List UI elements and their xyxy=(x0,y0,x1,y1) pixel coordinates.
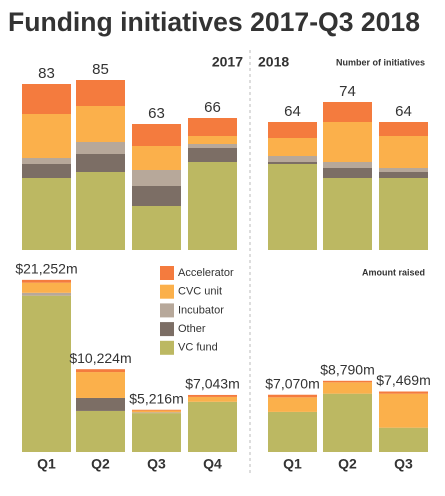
x-tick-label: Q2 xyxy=(91,456,110,472)
x-tick-label: Q4 xyxy=(203,456,222,472)
bar-segment xyxy=(22,164,71,178)
total-label: $7,469m xyxy=(376,372,430,388)
total-label: $7,070m xyxy=(265,375,319,391)
x-tick-label: Q1 xyxy=(283,456,302,472)
bar-segment xyxy=(132,413,181,452)
bar-segment xyxy=(323,382,372,394)
bar-segment xyxy=(268,162,317,164)
bar-segment xyxy=(76,369,125,373)
bar-segment xyxy=(76,172,125,250)
bar-segment xyxy=(132,412,181,414)
bar-segment xyxy=(379,393,428,428)
bar-segment xyxy=(22,282,71,293)
bar-segment xyxy=(323,102,372,122)
legend-label: Other xyxy=(178,323,206,335)
x-tick-label: Q3 xyxy=(147,456,166,472)
chart-title: Funding initiatives 2017-Q3 2018 xyxy=(8,7,420,37)
legend-swatch xyxy=(160,284,174,299)
bar-segment xyxy=(22,84,71,114)
total-label: 83 xyxy=(38,65,55,82)
bar-segment xyxy=(22,295,71,452)
bar-segment xyxy=(379,168,428,172)
bar-segment xyxy=(323,393,372,452)
x-tick-label: Q2 xyxy=(338,456,357,472)
panel-title: Number of initiatives xyxy=(336,57,425,67)
bar-segment xyxy=(132,124,181,146)
total-label: 66 xyxy=(204,99,221,116)
total-label: 85 xyxy=(92,61,109,78)
bar-segment xyxy=(76,80,125,106)
total-label: $5,216m xyxy=(129,390,183,406)
total-label: $10,224m xyxy=(69,350,131,366)
bar-segment xyxy=(268,411,317,452)
bar-segment xyxy=(323,162,372,168)
bar-segment xyxy=(132,206,181,250)
bar-segment xyxy=(188,162,237,250)
total-label: $8,790m xyxy=(320,362,374,378)
bar-segment xyxy=(132,170,181,186)
legend-label: Incubator xyxy=(178,304,224,316)
bar-segment xyxy=(188,144,237,148)
bar-segment xyxy=(323,380,372,383)
total-label: $7,043m xyxy=(185,376,239,392)
total-label: 64 xyxy=(284,103,301,120)
panel-title: Amount raised xyxy=(362,267,425,277)
total-label: 63 xyxy=(148,105,165,122)
bar-segment xyxy=(379,427,428,452)
bar-segment xyxy=(76,142,125,154)
bar-segment xyxy=(268,138,317,156)
legend-label: VC fund xyxy=(178,342,218,354)
total-label: 74 xyxy=(339,83,356,100)
bar-segment xyxy=(268,394,317,398)
x-tick-label: Q3 xyxy=(394,456,413,472)
bar-segment xyxy=(76,154,125,172)
legend-swatch xyxy=(160,322,174,337)
bar-segment xyxy=(379,391,428,394)
year-label: 2018 xyxy=(258,54,289,70)
bar-segment xyxy=(76,372,125,398)
bar-segment xyxy=(76,397,125,411)
total-label: 64 xyxy=(395,103,412,120)
bar-segment xyxy=(22,114,71,158)
bar-segment xyxy=(379,122,428,136)
legend-swatch xyxy=(160,340,174,355)
bar-segment xyxy=(188,136,237,144)
bar-segment xyxy=(188,396,237,402)
bar-segment xyxy=(22,292,71,296)
bar-segment xyxy=(22,158,71,164)
bar-segment xyxy=(132,409,181,411)
bar-segment xyxy=(323,122,372,162)
bar-segment xyxy=(323,168,372,178)
bar-segment xyxy=(323,178,372,250)
bar-segment xyxy=(379,172,428,178)
year-label: 2017 xyxy=(212,54,243,70)
legend-label: Accelerator xyxy=(178,267,234,279)
bar-segment xyxy=(132,410,181,413)
bar-segment xyxy=(379,136,428,168)
bar-segment xyxy=(188,148,237,162)
legend-swatch xyxy=(160,266,174,280)
bar-segment xyxy=(132,146,181,170)
bar-segment xyxy=(76,410,125,452)
bar-segment xyxy=(22,178,71,250)
legend-label: CVC unit xyxy=(178,286,222,298)
bar-segment xyxy=(188,394,237,397)
bar-segment xyxy=(268,397,317,412)
bar-segment xyxy=(188,401,237,452)
bar-segment xyxy=(268,164,317,250)
bar-segment xyxy=(22,279,71,283)
bar-segment xyxy=(132,186,181,206)
bar-segment xyxy=(76,106,125,142)
x-tick-label: Q1 xyxy=(37,456,56,472)
bar-segment xyxy=(188,118,237,136)
bar-segment xyxy=(268,156,317,162)
total-label: $21,252m xyxy=(15,261,77,277)
legend-swatch xyxy=(160,303,174,318)
bar-segment xyxy=(268,122,317,138)
bar-segment xyxy=(379,178,428,250)
